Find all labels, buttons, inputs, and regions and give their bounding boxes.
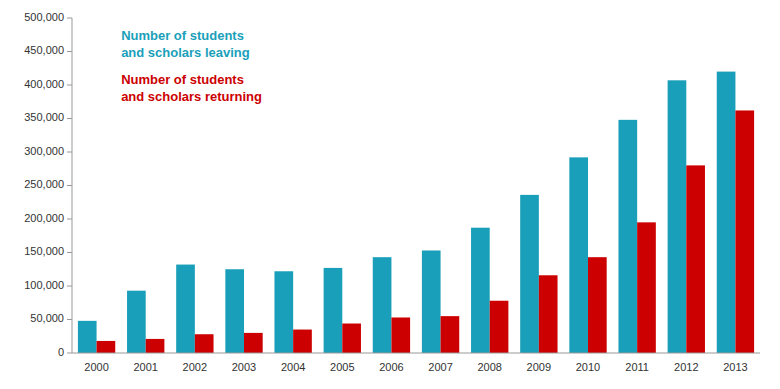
y-tick-label: 450,000 — [24, 44, 64, 56]
bar — [293, 330, 312, 353]
y-tick-label: 150,000 — [24, 245, 64, 257]
bar — [146, 339, 165, 353]
y-axis-line — [72, 18, 73, 353]
y-tick — [67, 185, 72, 186]
bar — [195, 334, 214, 353]
bar — [274, 271, 293, 353]
bar — [244, 333, 263, 353]
y-tick-label: 0 — [58, 346, 64, 358]
chart-svg: 0 50,000 100,000 150,000 200,000 250,000 300,0… — [0, 0, 780, 389]
y-tick — [67, 286, 72, 287]
y-tick — [67, 319, 72, 320]
x-tick-label: 2012 — [674, 361, 698, 373]
bars — [78, 72, 754, 353]
bar — [225, 269, 244, 353]
bar — [618, 120, 637, 353]
y-tick-label: 500,000 — [24, 11, 64, 23]
x-tick-label: 2010 — [576, 361, 600, 373]
bar — [539, 275, 558, 353]
bar-series — [78, 72, 736, 353]
y-tick — [67, 252, 72, 253]
bar — [717, 72, 736, 353]
annotation: Number of students — [121, 28, 244, 43]
bar — [441, 316, 460, 353]
bar — [97, 341, 116, 353]
y-tick — [67, 85, 72, 86]
bar — [490, 301, 509, 353]
bar — [373, 257, 392, 353]
chart-container: 0 50,000 100,000 150,000 200,000 250,000 300,0… — [0, 0, 780, 389]
y-tick-label: 100,000 — [24, 279, 64, 291]
y-tick-label: 250,000 — [24, 178, 64, 190]
x-tick-label: 2002 — [183, 361, 207, 373]
x-tick-label: 2004 — [281, 361, 305, 373]
x-tick-label: 2005 — [330, 361, 354, 373]
y-tick — [67, 219, 72, 220]
y-tick-label: 300,000 — [24, 145, 64, 157]
x-tick-label: 2007 — [428, 361, 452, 373]
y-tick — [67, 51, 72, 52]
bar — [569, 157, 588, 353]
bar — [686, 165, 705, 353]
annotation: and scholars returning — [121, 89, 262, 104]
y-tick — [67, 152, 72, 153]
bar — [342, 324, 361, 353]
bar — [176, 265, 195, 353]
annotation: and scholars leaving — [121, 45, 250, 60]
y-tick — [67, 353, 72, 354]
bar — [588, 257, 607, 353]
x-axis: 2000 2001 2002 2003 2004 2005 2006 2007 2008 2009… — [84, 361, 747, 373]
bar — [391, 317, 410, 353]
y-tick — [67, 18, 72, 19]
annotations: Number of students and scholars leaving Nu… — [121, 28, 262, 104]
bar — [422, 250, 441, 353]
y-tick-label: 200,000 — [24, 212, 64, 224]
bar — [637, 222, 656, 353]
bar — [78, 321, 97, 353]
y-tick — [67, 118, 72, 119]
x-axis-line — [72, 353, 760, 354]
x-tick-label: 2000 — [84, 361, 108, 373]
x-tick-label: 2009 — [527, 361, 551, 373]
bar — [735, 110, 754, 353]
annotation: Number of students — [121, 72, 244, 87]
x-tick-label: 2008 — [477, 361, 501, 373]
bar-series — [97, 110, 755, 353]
y-axis: 0 50,000 100,000 150,000 200,000 250,000 300,0… — [24, 11, 72, 358]
y-tick-label: 400,000 — [24, 78, 64, 90]
bar — [520, 195, 539, 353]
bar — [127, 291, 146, 353]
x-tick-label: 2011 — [625, 361, 649, 373]
bar — [471, 228, 490, 353]
x-tick-label: 2013 — [723, 361, 747, 373]
x-tick-label: 2003 — [232, 361, 256, 373]
y-tick-label: 350,000 — [24, 111, 64, 123]
x-tick-label: 2001 — [133, 361, 157, 373]
bar — [324, 268, 343, 353]
x-tick-label: 2006 — [379, 361, 403, 373]
bar — [668, 80, 687, 353]
y-tick-label: 50,000 — [30, 312, 64, 324]
